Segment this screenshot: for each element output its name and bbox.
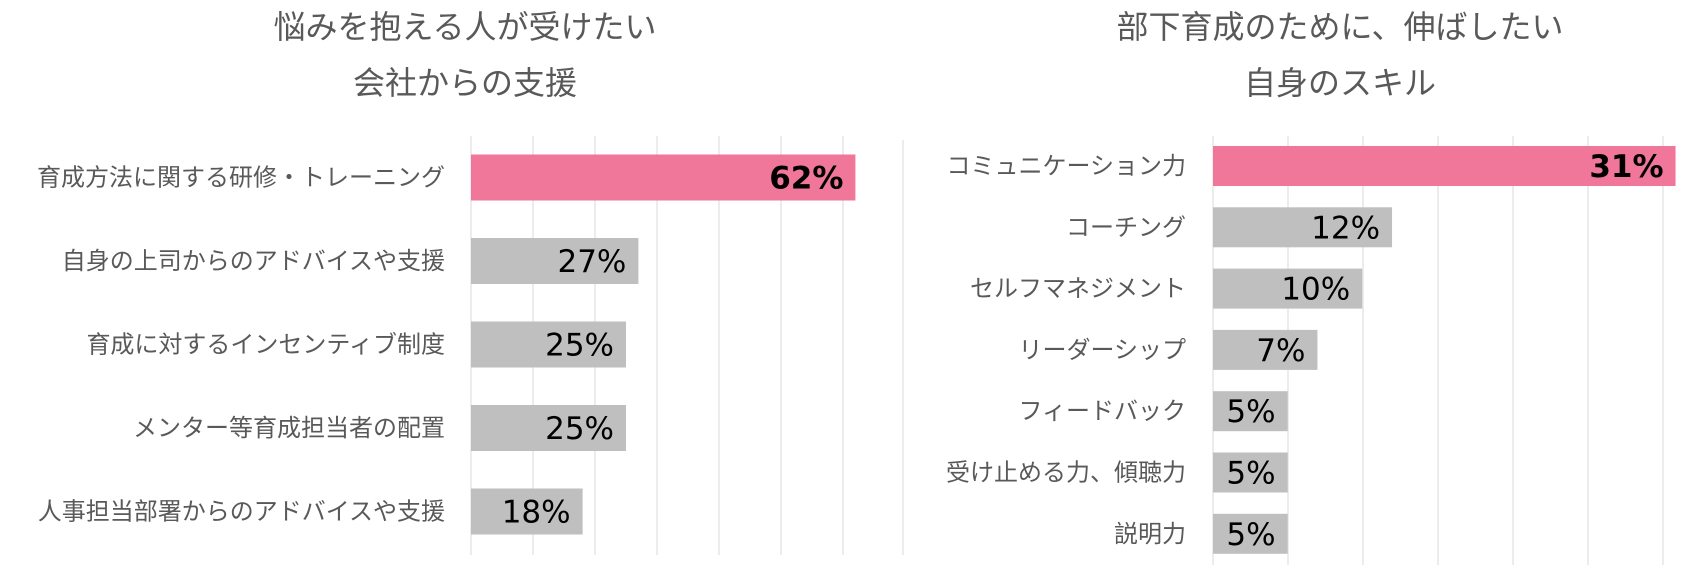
category-label: 受け止める力、傾聴力	[946, 459, 1186, 487]
data-label: 62%	[769, 161, 843, 197]
category-label: フィードバック	[1018, 397, 1186, 425]
data-label: 5%	[1226, 394, 1275, 430]
left-chart-title-line-2: 会社からの支援	[353, 64, 577, 102]
data-label: 7%	[1256, 333, 1305, 369]
data-label: 31%	[1589, 149, 1663, 185]
bar-highlight	[471, 154, 856, 201]
category-label: 人事担当部署からのアドバイスや支援	[38, 498, 445, 526]
category-label: コーチング	[1066, 213, 1186, 241]
data-label: 27%	[557, 244, 626, 280]
category-label: 説明力	[1114, 520, 1186, 548]
left-chart-title-line-1: 悩みを抱える人が受けたい	[273, 8, 656, 46]
category-label: メンター等育成担当者の配置	[133, 414, 445, 442]
category-label: コミュニケーション力	[946, 152, 1186, 180]
left-chart: 育成方法に関する研修・トレーニング 62% 自身の上司からのアドバイスや支援 27% 育…	[37, 136, 856, 555]
bar	[1213, 513, 1288, 554]
bar	[471, 238, 639, 284]
category-label: 育成方法に関する研修・トレーニング	[37, 164, 445, 192]
bar-highlight	[1213, 146, 1676, 186]
data-label: 10%	[1281, 272, 1350, 308]
category-label: 育成に対するインセンティブ制度	[86, 331, 445, 359]
category-label: 自身の上司からのアドバイスや支援	[62, 247, 445, 275]
data-label: 5%	[1226, 517, 1275, 553]
bar	[471, 405, 626, 451]
right-chart-title-line-1: 部下育成のために、伸ばしたい	[1116, 8, 1563, 46]
right-chart-title-line-2: 自身のスキル	[1244, 64, 1436, 102]
data-label: 25%	[545, 411, 614, 447]
bar	[1213, 391, 1288, 432]
category-label: セルフマネジメント	[970, 275, 1186, 303]
bar	[471, 488, 583, 535]
data-label: 12%	[1311, 210, 1380, 246]
bar	[1213, 207, 1393, 248]
bar	[1213, 452, 1288, 493]
bar	[471, 321, 626, 368]
right-chart: コミュニケーション力 31% コーチング 12% セルフマネジメント 10% リーダーシップ…	[946, 136, 1676, 565]
bar	[1213, 268, 1363, 309]
category-label: リーダーシップ	[1018, 336, 1186, 364]
data-label: 18%	[502, 495, 571, 531]
data-label: 5%	[1226, 456, 1275, 492]
bar	[1213, 329, 1318, 370]
data-label: 25%	[545, 328, 614, 364]
